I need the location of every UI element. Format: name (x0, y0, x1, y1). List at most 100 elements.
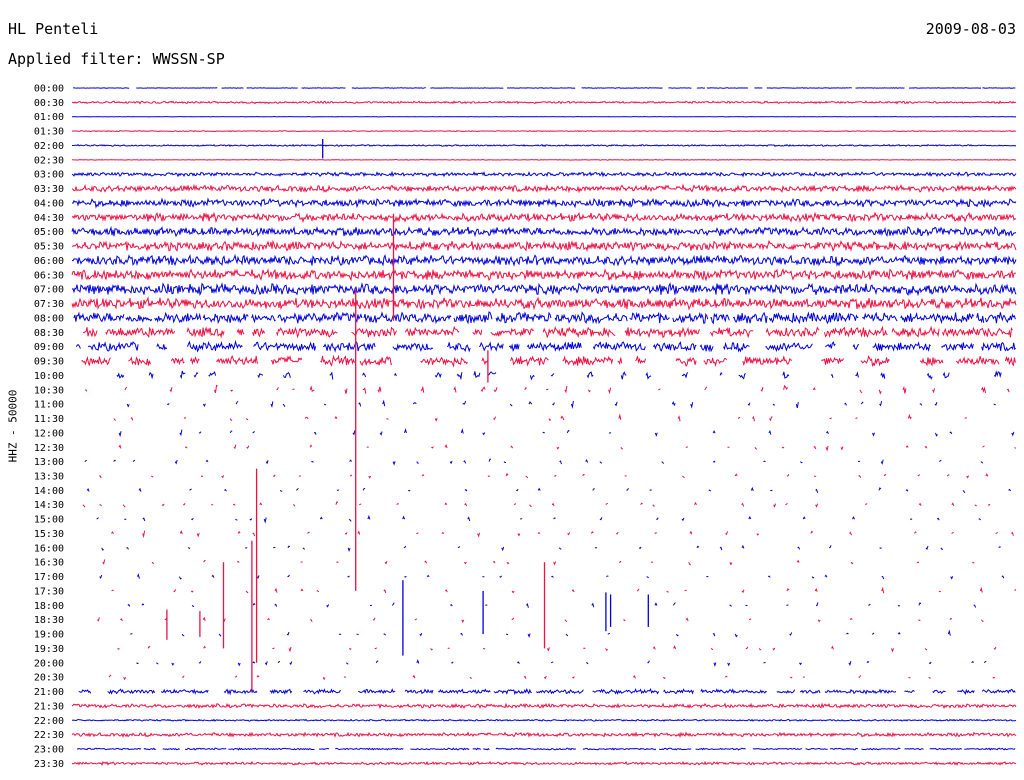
event-spikes (166, 139, 649, 692)
tick-label: 23:00 (34, 745, 64, 756)
trace-row (118, 444, 1016, 452)
trace-row (116, 370, 1002, 381)
tick-label: 17:00 (34, 572, 64, 583)
trace-row (81, 354, 1016, 368)
trace-row (71, 268, 1016, 282)
trace-row (130, 629, 951, 638)
station-name: HL Penteli (8, 20, 99, 38)
trace-row (71, 239, 1017, 253)
trace-row (117, 645, 997, 653)
trace-row (71, 100, 1017, 105)
tick-label: 22:00 (34, 716, 64, 727)
trace-row (102, 559, 975, 566)
trace-row (127, 602, 977, 608)
tick-label: 04:00 (34, 198, 64, 209)
tick-label: 11:00 (34, 400, 64, 411)
tick-label: 16:30 (34, 558, 64, 569)
tick-label: 15:30 (34, 529, 64, 540)
tick-label: 02:30 (34, 155, 64, 166)
tick-label: 18:00 (34, 601, 64, 612)
trace-row (72, 143, 1017, 148)
trace-row (71, 296, 1017, 311)
tick-label: 10:30 (34, 385, 64, 396)
tick-label: 02:00 (34, 141, 64, 152)
tick-label: 00:00 (34, 84, 64, 95)
tick-label: 19:00 (34, 630, 64, 641)
trace-row (71, 130, 1017, 133)
tick-label: 17:30 (34, 586, 64, 597)
trace-row (136, 659, 987, 667)
trace-row (97, 616, 984, 624)
trace-row (78, 687, 1016, 696)
tick-label: 12:00 (34, 428, 64, 439)
trace-row (72, 115, 1017, 118)
trace-row (84, 384, 1010, 395)
trace-row (71, 225, 1017, 238)
trace-row (113, 413, 967, 422)
plot-date: 2009-08-03 (925, 20, 1016, 38)
trace-row (71, 197, 1017, 209)
trace-row (73, 87, 1016, 89)
trace-row (82, 325, 1013, 339)
tick-label: 01:00 (34, 112, 64, 123)
tick-label: 12:30 (34, 443, 64, 454)
time-tick-labels: 00:00 00:30 01:00 01:30 02:00 02:30 03:00 03:30… (34, 84, 64, 770)
trace-row (71, 158, 1017, 161)
tick-label: 08:30 (34, 328, 64, 339)
tick-label: 13:30 (34, 471, 64, 482)
tick-label: 20:00 (34, 658, 64, 669)
tick-label: 11:30 (34, 414, 64, 425)
tick-label: 16:00 (34, 543, 64, 554)
trace-row (111, 530, 1014, 539)
trace-row (82, 501, 991, 508)
trace-row (84, 458, 984, 466)
tick-label: 03:00 (34, 170, 64, 181)
tick-label: 09:30 (34, 357, 64, 368)
trace-row (73, 311, 1016, 325)
trace-row (111, 586, 1017, 594)
tick-label: 03:30 (34, 184, 64, 195)
tick-label: 01:30 (34, 127, 64, 138)
tick-label: 05:00 (34, 227, 64, 238)
trace-row (96, 514, 981, 524)
tick-label: 08:00 (34, 313, 64, 324)
tick-label: 07:30 (34, 299, 64, 310)
trace-row (71, 282, 1017, 297)
trace-row (71, 702, 1017, 710)
tick-label: 14:00 (34, 486, 64, 497)
tick-label: 10:00 (34, 371, 64, 382)
tick-label: 13:00 (34, 457, 64, 468)
trace-row (71, 211, 1017, 224)
trace-row (86, 486, 1012, 494)
trace-row (71, 253, 1017, 267)
tick-label: 09:00 (34, 342, 64, 353)
tick-label: 23:30 (34, 759, 64, 770)
trace-row (77, 747, 1016, 751)
trace-row (71, 718, 1017, 722)
tick-label: 06:30 (34, 270, 64, 281)
tick-label: 15:00 (34, 515, 64, 526)
tick-label: 20:30 (34, 673, 64, 684)
tick-label: 21:30 (34, 701, 64, 712)
tick-label: 14:30 (34, 500, 64, 511)
trace-row (101, 544, 1001, 552)
tick-label: 04:30 (34, 213, 64, 224)
trace-row (108, 674, 996, 681)
tick-label: 19:30 (34, 644, 64, 655)
trace-row (75, 339, 1017, 353)
trace-row (71, 170, 1017, 178)
tick-label: 21:00 (34, 687, 64, 698)
tick-label: 06:00 (34, 256, 64, 267)
tick-label: 00:30 (34, 98, 64, 109)
trace-row (118, 428, 1015, 438)
trace-row (71, 760, 1017, 766)
tick-label: 05:30 (34, 242, 64, 253)
trace-row (71, 183, 1017, 194)
trace-row (71, 731, 1017, 739)
seismic-traces (71, 87, 1017, 766)
tick-label: 07:00 (34, 285, 64, 296)
tick-label: 22:30 (34, 730, 64, 741)
trace-row (99, 472, 989, 479)
tick-label: 18:30 (34, 615, 64, 626)
